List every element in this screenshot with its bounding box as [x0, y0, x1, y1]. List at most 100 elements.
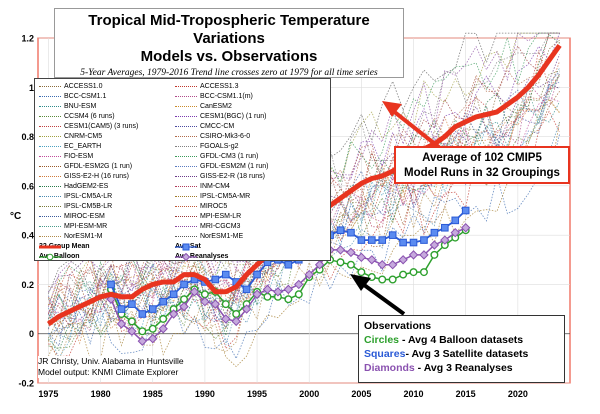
legend-label-model-18: GISS-E2-H (16 runs) — [64, 173, 129, 180]
satellite-point-4 — [148, 305, 157, 313]
legend-label-model-31: NorESM1-ME — [200, 233, 244, 240]
y-tick-label-6: 1 — [29, 83, 34, 93]
satellite-point-2 — [128, 300, 136, 308]
legend-item-model-29: MRI-CGCM3 — [175, 223, 240, 231]
x-tick-label-1: 1980 — [91, 389, 111, 399]
reanalysis-point-6 — [168, 309, 179, 319]
model-run-line-0 — [48, 39, 560, 342]
legend-item-series-0: 32 Group Mean — [39, 243, 90, 251]
legend-swatch-model-8 — [39, 125, 61, 127]
balloon-point-24 — [357, 268, 366, 277]
reanalysis-point-7 — [179, 301, 189, 312]
legend-swatch-model-25 — [175, 205, 197, 207]
legend-swatch-model-2 — [39, 95, 61, 97]
legend-swatch-model-12 — [39, 145, 61, 147]
diamonds-word: Diamonds — [364, 362, 415, 374]
reanalysis-point-32 — [440, 235, 450, 245]
balloon-point-28 — [399, 270, 408, 279]
satellite-point-13 — [242, 285, 251, 294]
satellite-point-32 — [441, 223, 449, 232]
credit: JR Christy, Univ. Alabama in Huntsville … — [38, 356, 184, 378]
legend-item-model-23: IPSL-CM5A-MR — [175, 193, 250, 201]
legend-item-model-26: MIROC-ESM — [39, 213, 105, 221]
legend-label-model-8: CESM1(CAM5) (3 runs) — [64, 123, 139, 130]
legend-item-model-19: GISS-E2-R (18 runs) — [175, 173, 265, 181]
observations-box: Observations Circles - Avg 4 Balloon dat… — [358, 315, 565, 383]
reanalysis-point-17 — [283, 284, 294, 295]
satellite-point-24 — [357, 236, 366, 244]
satellite-point-11 — [221, 270, 230, 279]
legend-label-model-21: INM-CM4 — [200, 183, 230, 190]
satellite-point-25 — [368, 236, 376, 244]
legend-item-model-1: ACCESS1.3 — [175, 83, 239, 91]
legend-swatch-model-19 — [175, 175, 197, 177]
legend-swatch-model-7 — [175, 115, 197, 117]
reanalysis-point-14 — [252, 289, 262, 299]
reanalysis-point-13 — [241, 304, 252, 314]
satellite-point-34 — [461, 206, 470, 215]
diamonds-text: - Avg 3 Reanalyses — [414, 362, 513, 374]
satellite-point-31 — [430, 228, 439, 237]
balloon-point-4 — [148, 324, 157, 333]
model-callout-line2: Model Runs in 32 Groupings — [404, 167, 560, 179]
observations-diamonds: Diamonds - Avg 3 Reanalyses — [364, 361, 564, 375]
balloon-point-26 — [378, 275, 387, 284]
model-average-callout: Average of 102 CMIP5 Model Runs in 32 Gr… — [394, 146, 570, 184]
legend-swatch-model-6 — [39, 115, 61, 117]
legend-label-model-1: ACCESS1.3 — [200, 83, 239, 90]
legend-item-series-1: Avg Sat — [175, 243, 201, 251]
satellite-point-33 — [451, 216, 460, 225]
reanalysis-point-16 — [273, 287, 283, 297]
legend-item-model-4: BNU-ESM — [39, 103, 96, 111]
legend-label-series-3: Avg Reanalyses — [175, 253, 229, 260]
legend-swatch-model-20 — [39, 185, 61, 187]
legend-swatch-model-24 — [39, 205, 61, 207]
legend-label-model-29: MRI-CGCM3 — [200, 223, 241, 230]
chart-title: Tropical Mid-Tropospheric Temperature Va… — [88, 12, 370, 47]
satellite-point-30 — [420, 236, 428, 244]
reanalysis-point-29 — [408, 250, 419, 260]
legend-label-model-19: GISS-E2-R (18 runs) — [200, 173, 265, 180]
legend-label-model-22: IPSL-CM5A-LR — [64, 193, 113, 200]
legend-item-model-24: IPSL-CM5B-LR — [39, 203, 112, 211]
legend-swatch-model-3 — [175, 95, 197, 97]
legend-label-model-10: CNRM-CM5 — [64, 133, 103, 140]
x-tick-label-2: 1985 — [143, 389, 163, 399]
axis-ticks: -0.2 0 0.2 0.4 0.6 0.8 1 1.2 1975 1980 1985 1990 199… — [18, 34, 527, 400]
y-axis-label: °C — [10, 211, 21, 222]
legend-item-model-2: BCC-CSM1.1 — [39, 93, 106, 101]
balloon-point-3 — [138, 327, 147, 336]
observations-squares: Squares- Avg 3 Satellite datasets — [364, 347, 564, 361]
reanalysis-point-27 — [387, 260, 398, 270]
callout-arrows — [350, 101, 442, 316]
balloon-point-5 — [159, 314, 168, 323]
model-run-line-11 — [48, 41, 560, 308]
legend-label-model-28: MPI-ESM-MR — [64, 223, 108, 230]
legend-label-model-6: CCSM4 (6 runs) — [64, 113, 115, 120]
reanalysis-point-18 — [294, 279, 304, 290]
legend-label-model-17: GFDL-ESM2M (1 run) — [200, 163, 269, 170]
legend-item-model-28: MPI-ESM-MR — [39, 223, 107, 231]
legend-item-model-21: INM-CM4 — [175, 183, 230, 191]
reanalysis-point-11 — [221, 314, 231, 324]
reanalysis-point-33 — [450, 227, 460, 238]
legend-label-model-23: IPSL-CM5A-MR — [200, 193, 251, 200]
legend-item-model-25: MIROC5 — [175, 203, 227, 211]
satellite-point-22 — [336, 226, 345, 235]
legend-item-series-2: Avg Balloon — [39, 253, 80, 261]
legend-item-model-30: NorESM1-M — [39, 233, 103, 241]
reanalysis-point-20 — [314, 260, 325, 270]
chart-subtitle: 5-Year Averages, 1979-2016 Trend line cr… — [80, 68, 378, 78]
legend-label-model-30: NorESM1-M — [64, 233, 103, 240]
legend-label-model-13: FGOALS-g2 — [200, 143, 239, 150]
legend-item-model-9: CMCC-CM — [175, 123, 234, 131]
legend-swatch-model-28 — [39, 225, 61, 227]
y-tick-label-1: 0 — [29, 329, 34, 339]
legend-swatch-model-11 — [175, 135, 197, 137]
x-tick-label-4: 1995 — [247, 389, 267, 399]
legend-item-series-3: Avg Reanalyses — [175, 253, 228, 261]
reanalysis-point-10 — [210, 299, 221, 309]
legend-label-model-3: BCC-CSM1.1(m) — [200, 93, 253, 100]
legend-item-model-22: IPSL-CM5A-LR — [39, 193, 112, 201]
